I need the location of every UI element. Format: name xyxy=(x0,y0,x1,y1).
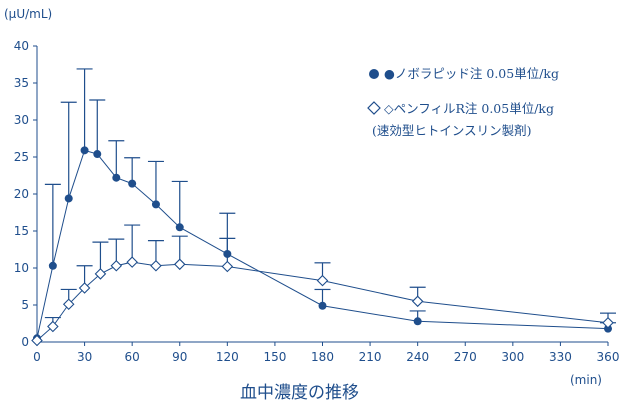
x-tick-label: 210 xyxy=(359,350,382,364)
data-point xyxy=(175,223,184,232)
y-tick-label: 20 xyxy=(14,187,29,201)
x-tick-label: 270 xyxy=(454,350,477,364)
data-point xyxy=(48,261,57,270)
y-tick-label: 5 xyxy=(21,298,29,312)
x-tick-label: 360 xyxy=(597,350,620,364)
data-point xyxy=(128,179,137,188)
data-point xyxy=(411,295,424,308)
data-point xyxy=(64,194,73,203)
chart-caption: 血中濃度の推移 xyxy=(240,383,359,403)
y-axis-unit-label: (μU/mL) xyxy=(4,7,52,21)
y-tick-label: 30 xyxy=(14,113,29,127)
legend-label-penfill: ◇ペンフィルR注 0.05単位/kg xyxy=(384,101,554,116)
y-tick-label: 0 xyxy=(21,335,29,349)
legend-label-novorapid: ●ノボラピッド注 0.05単位/kg xyxy=(384,66,559,81)
data-point xyxy=(602,316,614,329)
x-tick-label: 60 xyxy=(125,350,140,364)
x-tick-label: 150 xyxy=(263,350,286,364)
x-tick-label: 300 xyxy=(501,350,524,364)
x-tick-label: 30 xyxy=(77,350,92,364)
data-point xyxy=(47,320,59,333)
y-tick-label: 10 xyxy=(14,261,29,275)
y-tick-label: 15 xyxy=(14,224,29,238)
legend-marker-penfill xyxy=(367,101,381,115)
x-tick-label: 330 xyxy=(549,350,572,364)
data-point xyxy=(413,317,422,326)
data-point xyxy=(221,260,234,273)
data-point xyxy=(173,258,186,271)
data-point xyxy=(150,260,162,272)
x-tick-label: 90 xyxy=(172,350,187,364)
x-tick-label: 240 xyxy=(406,350,429,364)
data-point xyxy=(151,200,160,209)
x-axis-unit-label: (min) xyxy=(570,373,602,387)
data-point xyxy=(110,260,123,272)
data-point xyxy=(112,173,121,182)
legend: ●ノボラピッド注 0.05単位/kg ◇ペンフィルR注 0.05単位/kg (速… xyxy=(367,66,559,138)
legend-note-penfill: (速効型ヒトインスリン製剤) xyxy=(372,123,532,138)
x-tick-label: 120 xyxy=(216,350,239,364)
data-point xyxy=(93,150,102,159)
data-point xyxy=(318,301,327,310)
legend-marker-novorapid xyxy=(369,69,379,79)
data-point xyxy=(31,334,43,347)
data-point xyxy=(80,146,89,155)
data-point xyxy=(604,324,612,333)
x-tick-label: 180 xyxy=(311,350,334,364)
y-tick-label: 25 xyxy=(14,150,29,164)
data-point xyxy=(126,256,138,268)
series-layer xyxy=(31,68,616,347)
series-penfill xyxy=(31,224,616,347)
y-tick-label: 40 xyxy=(14,39,29,53)
data-point xyxy=(62,298,75,311)
data-point xyxy=(316,274,329,287)
y-tick-label: 35 xyxy=(14,76,29,90)
data-point xyxy=(94,268,107,280)
data-point xyxy=(78,282,91,294)
series-line xyxy=(36,149,609,339)
y-axis-ticks: 0 5 10 15 20 25 30 35 40 xyxy=(14,39,37,349)
x-axis-ticks: 0 30 60 90 120 150 180 210 240 270 300 330 360 xyxy=(33,342,619,364)
x-tick-label: 0 xyxy=(33,350,41,364)
